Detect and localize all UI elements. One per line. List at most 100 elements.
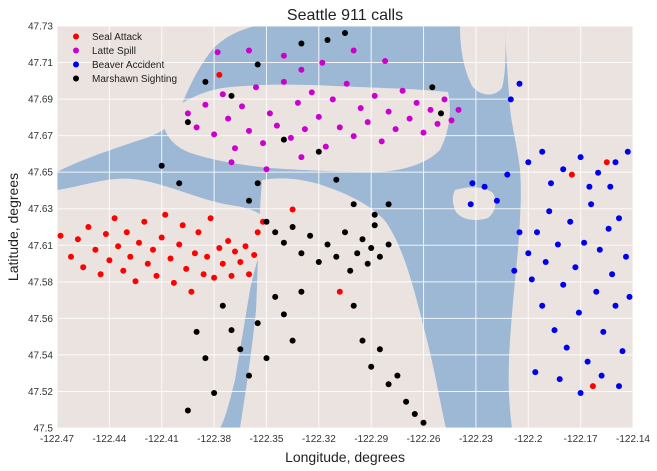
data-point <box>438 110 444 117</box>
data-point <box>329 96 336 103</box>
data-point <box>280 78 287 85</box>
data-point <box>263 355 270 362</box>
series-latte-spill <box>184 47 462 173</box>
x-tick-label: -122.26 <box>407 434 441 445</box>
data-point <box>324 241 331 248</box>
data-point <box>350 47 357 54</box>
data-point <box>219 91 226 98</box>
data-point <box>298 250 305 257</box>
data-point <box>584 358 591 365</box>
data-point <box>219 302 226 309</box>
data-point <box>298 40 305 47</box>
data-point <box>289 206 296 213</box>
data-point <box>102 231 109 237</box>
data-point <box>350 302 357 309</box>
data-point <box>225 238 232 244</box>
data-point <box>598 372 605 379</box>
data-point <box>354 250 361 257</box>
data-point <box>619 348 626 355</box>
x-tick-label: -122.23 <box>459 434 493 445</box>
data-point <box>586 183 593 190</box>
data-point <box>254 61 261 68</box>
x-tick-label: -122.38 <box>197 434 231 445</box>
data-point <box>385 381 392 388</box>
data-point <box>214 49 221 56</box>
data-point <box>170 279 177 286</box>
data-points <box>57 30 633 426</box>
data-point <box>191 250 198 257</box>
x-tick-label: -122.32 <box>302 434 336 445</box>
y-tick-label: 47.63 <box>28 204 53 215</box>
data-point <box>266 110 273 117</box>
data-point <box>158 234 165 241</box>
data-point <box>623 253 629 260</box>
data-point <box>200 271 207 278</box>
data-point <box>193 328 200 335</box>
data-point <box>237 346 244 353</box>
data-point <box>504 171 511 178</box>
data-point <box>413 99 420 106</box>
data-point <box>162 211 169 218</box>
map-land-central <box>240 178 446 428</box>
data-point <box>563 344 570 351</box>
legend-marker <box>73 61 79 68</box>
y-tick-label: 47.65 <box>28 168 53 179</box>
data-point <box>406 115 413 122</box>
data-point <box>378 138 385 145</box>
data-point <box>246 47 252 54</box>
data-point <box>382 58 389 64</box>
data-point <box>588 201 595 208</box>
y-tick-label: 47.61 <box>28 241 53 252</box>
data-point <box>467 201 474 208</box>
data-point <box>511 267 518 274</box>
data-point <box>469 180 476 187</box>
data-point <box>322 143 329 150</box>
data-point <box>260 140 266 147</box>
data-point <box>385 201 392 208</box>
data-point <box>115 243 122 250</box>
legend-label: Beaver Accident <box>92 60 164 71</box>
data-point <box>394 372 401 379</box>
data-point <box>368 363 375 370</box>
data-point <box>371 92 378 99</box>
map-land-northeast <box>460 26 506 95</box>
data-point <box>237 259 244 265</box>
x-axis-title: Longitude, degrees <box>285 449 405 465</box>
data-point <box>280 136 287 143</box>
data-point <box>532 369 539 376</box>
data-point <box>342 229 348 236</box>
data-point <box>74 236 81 243</box>
data-point <box>85 224 92 230</box>
data-point <box>246 271 252 278</box>
x-tick-label: -122.2 <box>514 434 543 445</box>
data-point <box>342 30 348 36</box>
legend-label: Latte Spill <box>92 46 136 57</box>
data-point <box>232 248 238 255</box>
x-tick-label: -122.17 <box>564 434 598 445</box>
data-point <box>273 122 280 129</box>
data-point <box>216 245 223 251</box>
data-point <box>357 105 364 112</box>
x-tick-label: -122.14 <box>616 434 650 445</box>
data-point <box>254 320 261 327</box>
series-marshawn-sighting <box>158 30 444 426</box>
data-point <box>167 255 174 262</box>
data-point <box>225 115 232 122</box>
data-point <box>481 183 488 190</box>
data-point <box>80 264 87 271</box>
data-point <box>254 180 261 187</box>
data-point <box>616 215 622 222</box>
legend-marker <box>73 33 79 40</box>
y-tick-label: 47.73 <box>28 22 53 33</box>
data-point <box>195 229 202 236</box>
data-point <box>616 383 622 390</box>
data-point <box>507 96 514 103</box>
data-point <box>333 176 340 183</box>
data-point <box>272 229 279 236</box>
data-point <box>315 148 322 155</box>
data-point <box>605 225 612 232</box>
data-point <box>150 246 156 253</box>
data-point <box>315 113 322 120</box>
data-point <box>184 119 191 126</box>
data-point <box>420 129 427 136</box>
